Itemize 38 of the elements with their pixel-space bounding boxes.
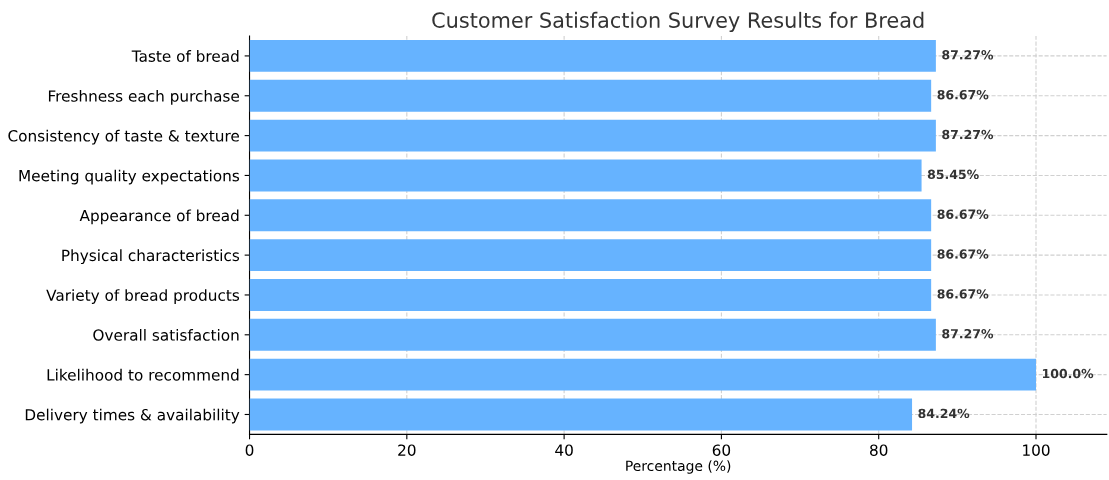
y-tick-label: Freshness each purchase	[48, 89, 239, 105]
x-tick-label: 40	[555, 444, 573, 456]
x-tick-label: 60	[712, 444, 731, 456]
x-axis-title: Percentage (%)	[626, 460, 731, 474]
y-tick-label: Likelihood to recommend	[47, 368, 239, 381]
bar	[249, 318, 936, 351]
data-label: 100.0%	[1042, 368, 1094, 379]
data-label: 86.67%	[937, 289, 989, 299]
x-tick-label: 80	[870, 444, 888, 456]
bar	[249, 199, 932, 232]
bar	[249, 398, 913, 431]
y-tick-label: Overall satisfaction	[93, 329, 239, 341]
data-label: 86.67%	[937, 209, 989, 219]
x-tick-label: 0	[245, 444, 254, 456]
y-tick-label: Variety of bread products	[46, 289, 240, 304]
data-label: 84.24%	[918, 408, 970, 419]
data-label: 87.27%	[942, 129, 994, 140]
y-tick-label: Taste of bread	[131, 50, 239, 62]
data-label: 85.45%	[927, 169, 979, 180]
data-label: 87.27%	[942, 328, 994, 339]
y-tick-label: Meeting quality expectations	[19, 169, 240, 185]
x-tick-label: 100	[1023, 444, 1050, 456]
data-label: 86.67%	[937, 89, 989, 100]
data-label: 87.27%	[942, 50, 994, 60]
bar	[249, 39, 936, 72]
bar	[249, 239, 932, 272]
chart-title: Customer Satisfaction Survey Results for Bread	[432, 11, 924, 32]
y-tick-label: Delivery times & availability	[25, 408, 240, 424]
bar	[249, 159, 922, 192]
bar	[249, 279, 932, 311]
y-tick-label: Physical characteristics	[62, 249, 240, 265]
x-tick-label: 20	[398, 444, 416, 456]
bar	[249, 79, 932, 112]
bar	[249, 358, 1036, 391]
y-tick-label: Consistency of taste & texture	[8, 129, 239, 145]
data-label: 86.67%	[937, 249, 989, 259]
y-tick-label: Appearance of bread	[79, 209, 239, 225]
bar	[249, 119, 936, 152]
